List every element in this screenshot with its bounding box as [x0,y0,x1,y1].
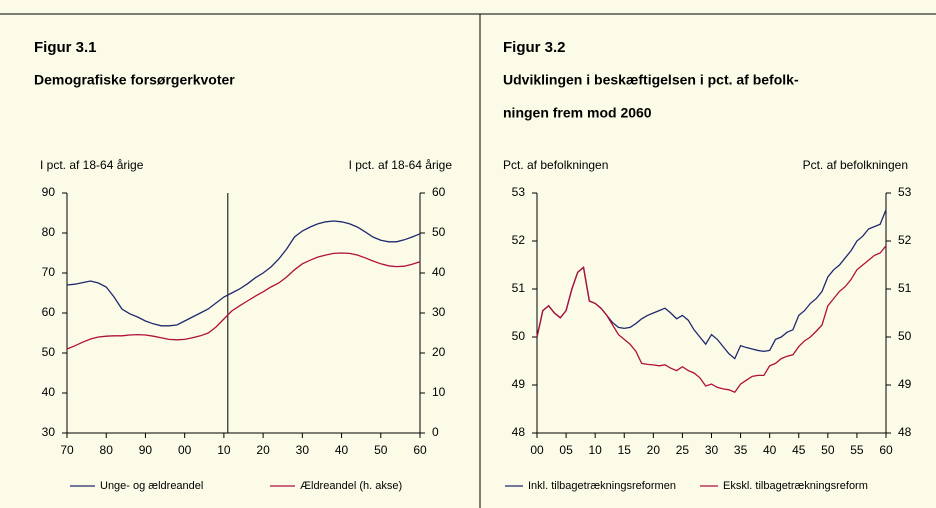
x-tick-label: 00 [178,443,192,457]
y-tick-label: 53 [512,185,526,199]
legend-label: Ekskl. tilbagetrækningsreform [723,480,868,492]
x-tick-label: 90 [139,443,153,457]
x-tick-label: 70 [60,443,74,457]
x-tick-label: 55 [850,443,864,457]
x-tick-label: 30 [705,443,719,457]
x-tick-label: 10 [588,443,602,457]
y2-tick-label: 0 [432,425,439,439]
x-tick-label: 40 [335,443,349,457]
y-axis-label: I pct. af 18-64 årige [40,158,144,172]
x-tick-label: 15 [618,443,632,457]
y-tick-label: 50 [42,345,56,359]
y2-tick-label: 10 [432,385,446,399]
x-tick-label: 35 [734,443,748,457]
y-tick-label: 70 [42,265,56,279]
x-tick-label: 00 [530,443,544,457]
x-tick-label: 50 [821,443,835,457]
x-tick-label: 10 [217,443,231,457]
x-tick-label: 05 [559,443,573,457]
y-tick-label: 60 [42,305,56,319]
legend-label: Unge- og ældreandel [100,480,203,492]
chart-subtitle: Udviklingen i beskæftigelsen i pct. af b… [503,72,799,88]
y-tick-label: 30 [42,425,56,439]
y2-tick-label: 50 [898,329,912,343]
y-axis-label: Pct. af befolkningen [503,158,608,172]
series-line [536,209,887,360]
x-tick-label: 20 [647,443,661,457]
y2-tick-label: 49 [898,377,912,391]
legend-label: Ældreandel (h. akse) [300,480,402,492]
chart-title: Figur 3.2 [503,39,566,56]
y-tick-label: 48 [512,425,526,439]
y2-tick-label: 52 [898,233,912,247]
x-tick-label: 50 [374,443,388,457]
x-tick-label: 45 [792,443,806,457]
y-tick-label: 40 [42,385,56,399]
y-tick-label: 51 [512,281,526,295]
x-tick-label: 60 [879,443,893,457]
y2-tick-label: 40 [432,265,446,279]
x-tick-label: 25 [676,443,690,457]
series-line [536,245,887,393]
y-tick-label: 49 [512,377,526,391]
y-tick-label: 52 [512,233,526,247]
y2-tick-label: 53 [898,185,912,199]
y-tick-label: 80 [42,225,56,239]
x-tick-label: 20 [256,443,270,457]
y-tick-label: 90 [42,185,56,199]
series-line [66,220,421,327]
y2-tick-label: 30 [432,305,446,319]
series-line [66,252,421,350]
chart-subtitle: Demografiske forsørgerkvoter [34,72,235,88]
chart-subtitle: ningen frem mod 2060 [503,105,652,121]
y2-tick-label: 48 [898,425,912,439]
chart-title: Figur 3.1 [34,39,97,56]
y2-axis-label: I pct. af 18-64 årige [349,158,453,172]
y2-tick-label: 60 [432,185,446,199]
x-tick-label: 30 [296,443,310,457]
y-tick-label: 50 [512,329,526,343]
y2-tick-label: 50 [432,225,446,239]
x-tick-label: 60 [413,443,427,457]
x-tick-label: 80 [100,443,114,457]
y2-axis-label: Pct. af befolkningen [803,158,908,172]
y2-tick-label: 51 [898,281,912,295]
legend-label: Inkl. tilbagetrækningsreformen [528,480,676,492]
y2-tick-label: 20 [432,345,446,359]
x-tick-label: 40 [763,443,777,457]
